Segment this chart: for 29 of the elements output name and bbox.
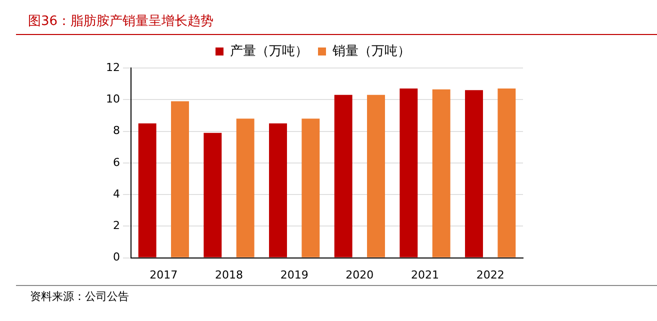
y-tick-label: 0 xyxy=(112,250,120,264)
bar xyxy=(138,123,156,258)
bar xyxy=(465,90,483,258)
bar xyxy=(432,89,450,258)
bar xyxy=(334,94,352,258)
y-tick-label: 4 xyxy=(112,187,120,200)
x-tick-label: 2018 xyxy=(215,268,243,282)
bar xyxy=(204,132,222,258)
y-tick-label: 2 xyxy=(112,219,120,232)
x-tick-label: 2022 xyxy=(476,268,504,282)
y-tick-label: 10 xyxy=(106,92,120,106)
y-tick-label: 12 xyxy=(106,60,120,74)
bar xyxy=(269,123,287,258)
bar xyxy=(498,88,516,258)
text: 资料来源：公司公告 xyxy=(16,285,657,304)
x-tick-label: 2017 xyxy=(150,268,178,282)
x-tick-label: 2021 xyxy=(411,268,439,282)
y-tick-label: 6 xyxy=(112,156,120,169)
legend-label: 产量（万吨） xyxy=(230,44,308,59)
bar xyxy=(171,101,189,258)
y-tick-label: 8 xyxy=(112,124,120,138)
bar xyxy=(236,118,254,258)
bar xyxy=(400,88,418,258)
chart-title: 图36：脂肪胺产销量呈增长趋势 xyxy=(16,8,657,35)
legend-label: 销量（万吨） xyxy=(332,44,410,59)
x-tick-label: 2020 xyxy=(346,268,374,282)
bar xyxy=(302,118,320,258)
bar xyxy=(367,94,385,258)
x-tick-label: 2019 xyxy=(280,268,308,282)
